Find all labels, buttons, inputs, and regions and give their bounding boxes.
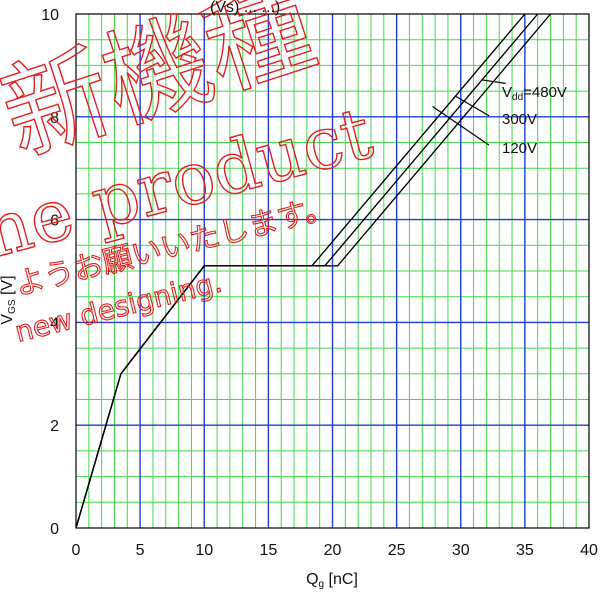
series-layer: [75, 13, 552, 529]
y-axis-title-unit: [V]: [0, 275, 16, 299]
y-tick-label-2: 2: [50, 418, 59, 435]
leader-line-480v: [481, 79, 506, 84]
x-tick-label-40: 40: [580, 542, 598, 559]
y-tick-label-8: 8: [50, 110, 59, 127]
vdd-label-main: V: [502, 84, 512, 101]
y-tick-label-10: 10: [41, 7, 59, 24]
x-tick-label-5: 5: [136, 542, 145, 559]
x-tick-label-20: 20: [324, 542, 342, 559]
leader-line-300v: [455, 95, 490, 117]
grid-layer: [75, 13, 590, 529]
x-axis-title-unit: [nC]: [324, 571, 358, 588]
y-tick-label-4: 4: [50, 315, 59, 332]
x-tick-label-25: 25: [388, 542, 406, 559]
leader-line-120v: [432, 106, 490, 146]
tick-layer: 0 5 10 15 20 25 30 35 40 0 2 4 6 8 10: [41, 7, 598, 559]
series-label-120v: 120V: [502, 140, 537, 157]
vdd-label-rest: =480V: [523, 84, 567, 101]
x-tick-label-10: 10: [195, 542, 213, 559]
x-tick-label-35: 35: [516, 542, 534, 559]
y-axis-title-main: V: [0, 314, 16, 325]
vdd-label-sub: dd: [512, 92, 523, 103]
x-tick-label-30: 30: [452, 542, 470, 559]
y-axis-title: VGS [V]: [0, 275, 18, 324]
y-tick-label-6: 6: [50, 213, 59, 230]
x-axis-title: Qg [nC]: [306, 571, 358, 590]
x-tick-label-15: 15: [259, 542, 277, 559]
annotation-layer: [432, 79, 506, 146]
plot-frame: [75, 13, 590, 529]
y-tick-label-0: 0: [50, 521, 59, 538]
series-label-480v: Vdd=480V: [502, 84, 567, 103]
x-axis-title-main: Q: [306, 571, 318, 588]
series-line-480v: [75, 13, 552, 529]
x-axis-title-sub: g: [319, 579, 325, 590]
chart-title: (Vs) ... ...): [210, 0, 280, 16]
series-label-300v: 300V: [502, 111, 537, 128]
y-axis-title-sub: GS: [7, 299, 18, 314]
x-tick-label-0: 0: [72, 542, 81, 559]
